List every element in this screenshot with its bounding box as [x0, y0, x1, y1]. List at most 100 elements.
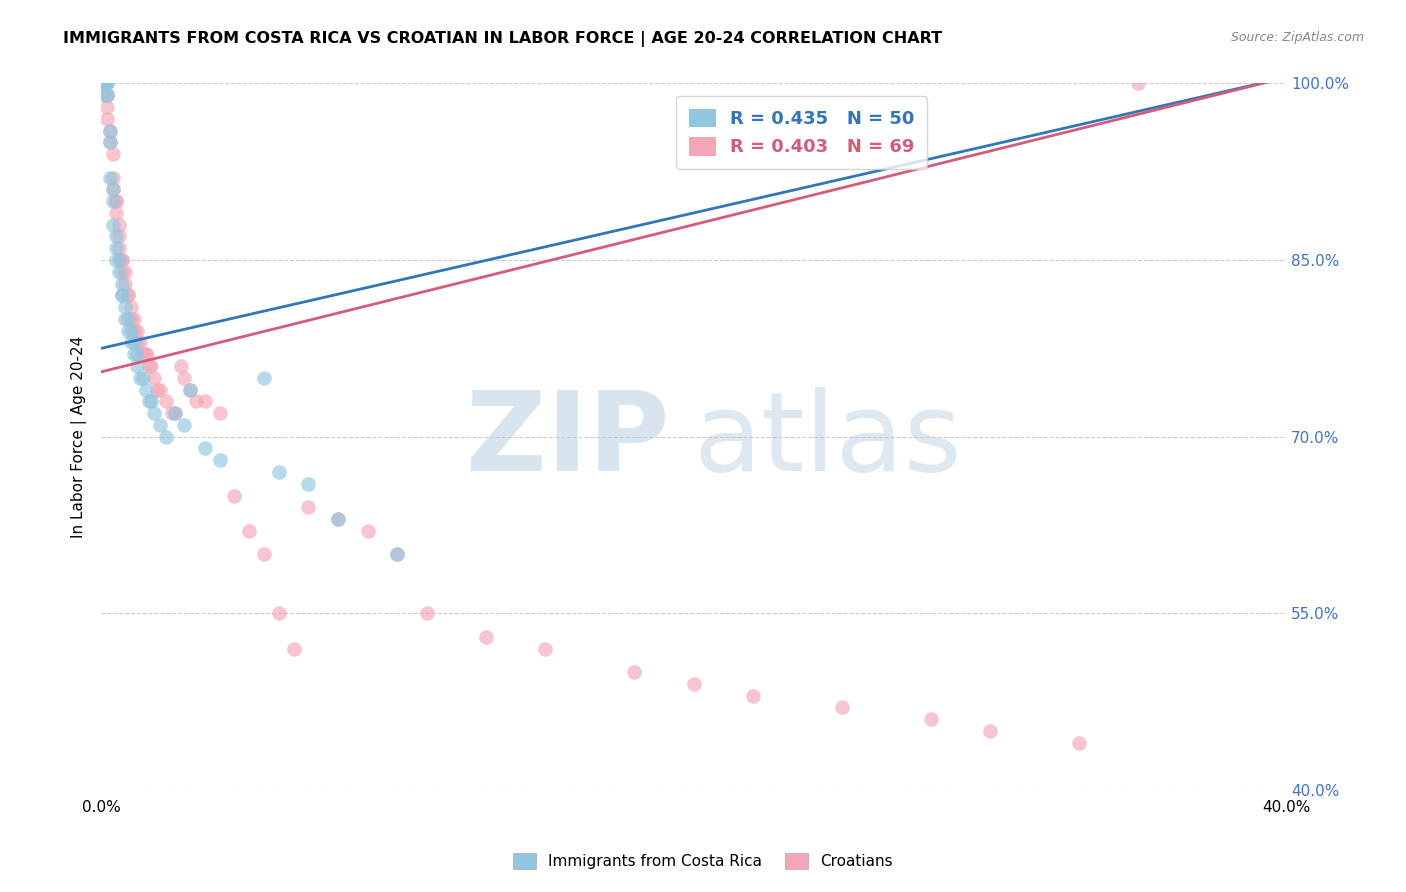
Point — [141, 394, 163, 409]
Point — [253, 547, 276, 561]
Point — [160, 406, 183, 420]
Point — [326, 512, 349, 526]
Point — [238, 524, 260, 538]
Point — [179, 383, 201, 397]
Point — [96, 77, 118, 91]
Point — [534, 641, 557, 656]
Point — [125, 335, 148, 350]
Point — [104, 194, 127, 209]
Point — [114, 277, 136, 291]
Point — [98, 170, 121, 185]
Point — [208, 406, 231, 420]
Point — [326, 512, 349, 526]
Point — [979, 723, 1001, 738]
Point — [267, 606, 290, 620]
Point — [155, 430, 177, 444]
Point — [135, 347, 157, 361]
Point — [101, 218, 124, 232]
Point — [125, 347, 148, 361]
Point — [831, 700, 853, 714]
Point — [143, 371, 166, 385]
Point — [122, 335, 145, 350]
Point — [96, 100, 118, 114]
Point — [416, 606, 439, 620]
Point — [108, 218, 131, 232]
Point — [114, 312, 136, 326]
Point — [93, 77, 115, 91]
Point — [297, 500, 319, 515]
Point — [135, 383, 157, 397]
Point — [267, 465, 290, 479]
Point — [155, 394, 177, 409]
Point — [108, 241, 131, 255]
Point — [101, 147, 124, 161]
Point — [194, 442, 217, 456]
Point — [253, 371, 276, 385]
Point — [120, 324, 142, 338]
Point — [122, 347, 145, 361]
Point — [138, 394, 160, 409]
Point — [143, 406, 166, 420]
Point — [93, 77, 115, 91]
Point — [96, 77, 118, 91]
Point — [1126, 77, 1149, 91]
Point — [1067, 736, 1090, 750]
Point — [149, 417, 172, 432]
Point — [122, 324, 145, 338]
Point — [98, 136, 121, 150]
Text: IMMIGRANTS FROM COSTA RICA VS CROATIAN IN LABOR FORCE | AGE 20-24 CORRELATION CH: IMMIGRANTS FROM COSTA RICA VS CROATIAN I… — [63, 31, 942, 47]
Point — [93, 77, 115, 91]
Point — [120, 300, 142, 314]
Point — [93, 88, 115, 103]
Point — [111, 265, 134, 279]
Point — [122, 312, 145, 326]
Point — [101, 194, 124, 209]
Y-axis label: In Labor Force | Age 20-24: In Labor Force | Age 20-24 — [72, 335, 87, 538]
Point — [184, 394, 207, 409]
Point — [387, 547, 409, 561]
Point — [149, 383, 172, 397]
Point — [173, 371, 195, 385]
Point — [138, 359, 160, 373]
Point — [108, 253, 131, 268]
Point — [108, 229, 131, 244]
Text: ZIP: ZIP — [467, 386, 669, 493]
Point — [114, 265, 136, 279]
Point — [165, 406, 187, 420]
Point — [920, 712, 942, 726]
Point — [104, 206, 127, 220]
Point — [128, 335, 150, 350]
Point — [117, 288, 139, 302]
Point — [283, 641, 305, 656]
Point — [96, 112, 118, 126]
Point — [475, 630, 498, 644]
Point — [104, 229, 127, 244]
Point — [96, 88, 118, 103]
Point — [131, 371, 153, 385]
Point — [114, 300, 136, 314]
Point — [128, 371, 150, 385]
Text: Source: ZipAtlas.com: Source: ZipAtlas.com — [1230, 31, 1364, 45]
Point — [117, 312, 139, 326]
Point — [93, 77, 115, 91]
Point — [224, 488, 246, 502]
Point — [623, 665, 645, 679]
Point — [165, 406, 187, 420]
Point — [387, 547, 409, 561]
Point — [117, 324, 139, 338]
Point — [120, 312, 142, 326]
Point — [93, 77, 115, 91]
Legend: Immigrants from Costa Rica, Croatians: Immigrants from Costa Rica, Croatians — [508, 847, 898, 875]
Point — [170, 359, 193, 373]
Point — [194, 394, 217, 409]
Point — [111, 288, 134, 302]
Point — [98, 136, 121, 150]
Point — [96, 88, 118, 103]
Point — [357, 524, 380, 538]
Point — [104, 194, 127, 209]
Point — [104, 241, 127, 255]
Point — [125, 324, 148, 338]
Point — [179, 383, 201, 397]
Point — [111, 253, 134, 268]
Point — [96, 88, 118, 103]
